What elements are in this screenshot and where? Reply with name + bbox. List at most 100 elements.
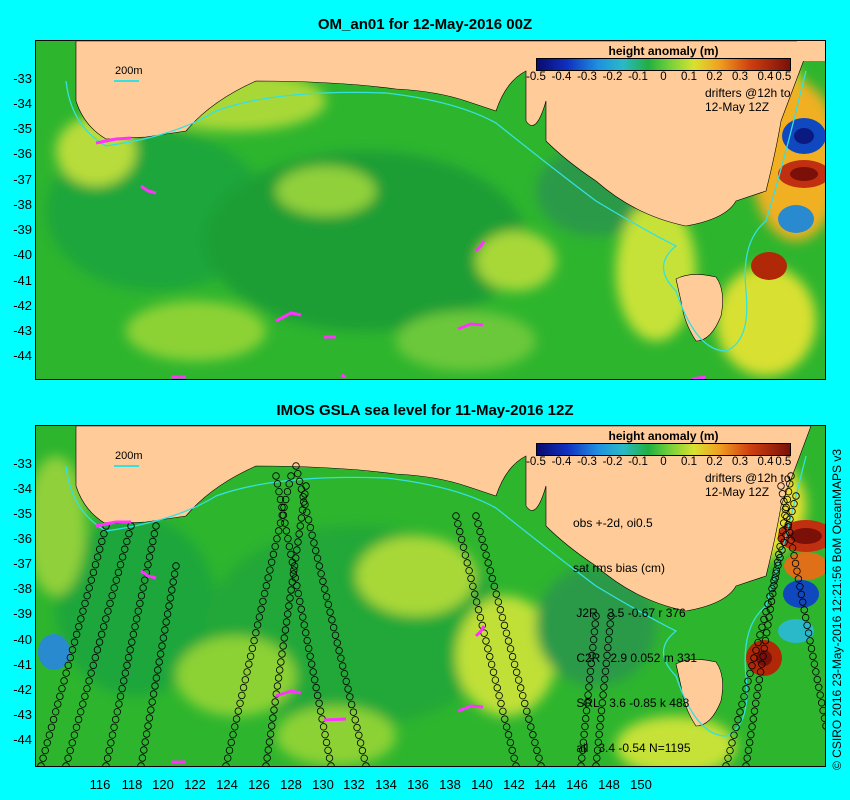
- track-obs-circle: [510, 754, 518, 762]
- track-obs-circle: [124, 653, 133, 662]
- track-obs-circle: [488, 574, 496, 583]
- track-obs-circle: [598, 699, 607, 707]
- track-obs-circle: [819, 706, 825, 715]
- colorbar-gradient: [536, 58, 791, 71]
- track-obs-circle: [590, 628, 599, 636]
- track-obs-circle: [269, 714, 277, 722]
- track-obs-circle: [306, 652, 314, 660]
- track-obs-circle: [114, 568, 123, 577]
- track-obs-circle: [116, 561, 125, 569]
- track-obs-circle: [252, 629, 260, 637]
- track-obs-circle: [263, 754, 271, 762]
- panel-2-map-canvas: [36, 426, 825, 766]
- track-obs-circle: [349, 708, 358, 716]
- eddy-warm-1-core: [790, 167, 818, 181]
- track-obs-circle: [342, 677, 350, 686]
- track-obs-circle: [756, 631, 764, 639]
- track-obs-circle: [603, 651, 611, 660]
- colorbar-tick: -0.2: [602, 456, 623, 468]
- track-obs-circle: [465, 566, 473, 575]
- track-obs-circle: [474, 606, 483, 614]
- track-obs-circle: [274, 674, 283, 682]
- track-obs-circle: [748, 662, 756, 670]
- track-obs-circle: [796, 582, 804, 591]
- track-obs-circle: [358, 746, 367, 755]
- eddy-cold-1: [783, 580, 819, 608]
- drifter-track: [140, 569, 157, 580]
- panel-1-scale-label: 200m: [115, 65, 143, 77]
- drifter-track: [474, 240, 486, 253]
- track-obs-circle: [128, 638, 136, 646]
- track-obs-circle: [360, 754, 368, 763]
- track-obs-circle: [463, 559, 471, 567]
- track-obs-circle: [533, 746, 541, 755]
- isobath-200m: [65, 455, 807, 737]
- track-obs-circle: [315, 562, 324, 570]
- eddy-cold-2: [778, 205, 814, 233]
- track-obs-circle: [328, 616, 336, 624]
- track-obs-circle: [148, 698, 156, 706]
- track-obs-circle: [327, 762, 335, 766]
- track-obs-circle: [105, 746, 113, 755]
- track-obs-circle: [581, 722, 589, 731]
- track-obs-circle: [747, 730, 755, 739]
- lat-tick: -39: [13, 222, 32, 237]
- track-obs-circle: [319, 577, 327, 586]
- track-obs-circle: [278, 650, 286, 658]
- track-obs-circle: [467, 574, 475, 583]
- colorbar-tick: 0.3: [732, 456, 748, 468]
- track-obs-circle: [300, 621, 308, 629]
- track-obs-circle: [64, 661, 72, 670]
- track-obs-circle: [452, 512, 460, 520]
- track-obs-circle: [70, 731, 79, 739]
- lat-tick: -40: [13, 632, 32, 647]
- track-obs-circle: [490, 582, 498, 591]
- panel-2-scale-label: 200m: [115, 450, 143, 462]
- track-obs-circle: [123, 661, 131, 670]
- colorbar-tick: 0.2: [706, 71, 723, 83]
- track-obs-circle: [312, 546, 320, 555]
- track-obs-circle: [722, 762, 730, 766]
- track-obs-circle: [585, 675, 594, 683]
- colorbar-tick: 0: [660, 456, 667, 468]
- track-obs-circle: [141, 576, 149, 584]
- track-obs-circle: [58, 684, 66, 693]
- stats-line: obs +-2d, oi0.5: [573, 516, 653, 530]
- drifter-legend-line: 12-May 12Z: [705, 485, 770, 499]
- stats-line: all 3.4 -0.54 N=1195: [573, 741, 691, 755]
- eddy-warm-2: [751, 252, 787, 280]
- track-obs-circle: [459, 543, 468, 551]
- track-obs-circle: [322, 593, 331, 601]
- track-obs-circle: [292, 462, 300, 470]
- track-obs-circle: [316, 707, 325, 715]
- track-obs-circle: [290, 566, 298, 574]
- track-obs-circle: [592, 612, 600, 620]
- track-obs-circle: [761, 636, 770, 645]
- track-obs-circle: [496, 606, 505, 614]
- track-obs-circle: [273, 682, 282, 690]
- track-obs-circle: [100, 530, 108, 538]
- track-obs-circle: [504, 731, 513, 739]
- track-obs-circle: [777, 482, 785, 490]
- track-obs-circle: [291, 574, 300, 582]
- track-obs-circle: [70, 638, 79, 646]
- track-obs-circle: [287, 472, 295, 480]
- track-obs-circle: [784, 521, 792, 529]
- track-obs-circle: [770, 582, 778, 590]
- track-obs-circle: [97, 630, 106, 639]
- track-obs-circle: [259, 597, 267, 606]
- track-obs-circle: [170, 570, 179, 578]
- track-obs-circle: [295, 477, 304, 486]
- track-obs-circle: [287, 550, 295, 559]
- track-obs-circle: [812, 668, 820, 676]
- altimetry-stats: obs +-2d, oi0.5 sat rms bias (cm) J2R 3.…: [573, 486, 697, 771]
- track-obs-circle: [297, 605, 305, 613]
- track-obs-circle: [604, 635, 613, 644]
- track-obs-circle: [296, 522, 304, 530]
- track-obs-circle: [728, 739, 736, 747]
- lon-tick: 120: [152, 777, 174, 792]
- lat-tick: -40: [13, 247, 32, 262]
- track-obs-circle: [81, 599, 89, 608]
- track-obs-circle: [304, 516, 313, 524]
- track-obs-circle: [302, 629, 310, 637]
